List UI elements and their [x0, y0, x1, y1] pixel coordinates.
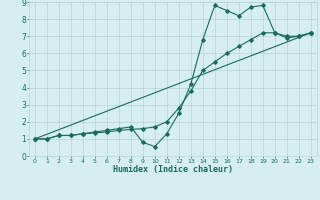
X-axis label: Humidex (Indice chaleur): Humidex (Indice chaleur) [113, 165, 233, 174]
